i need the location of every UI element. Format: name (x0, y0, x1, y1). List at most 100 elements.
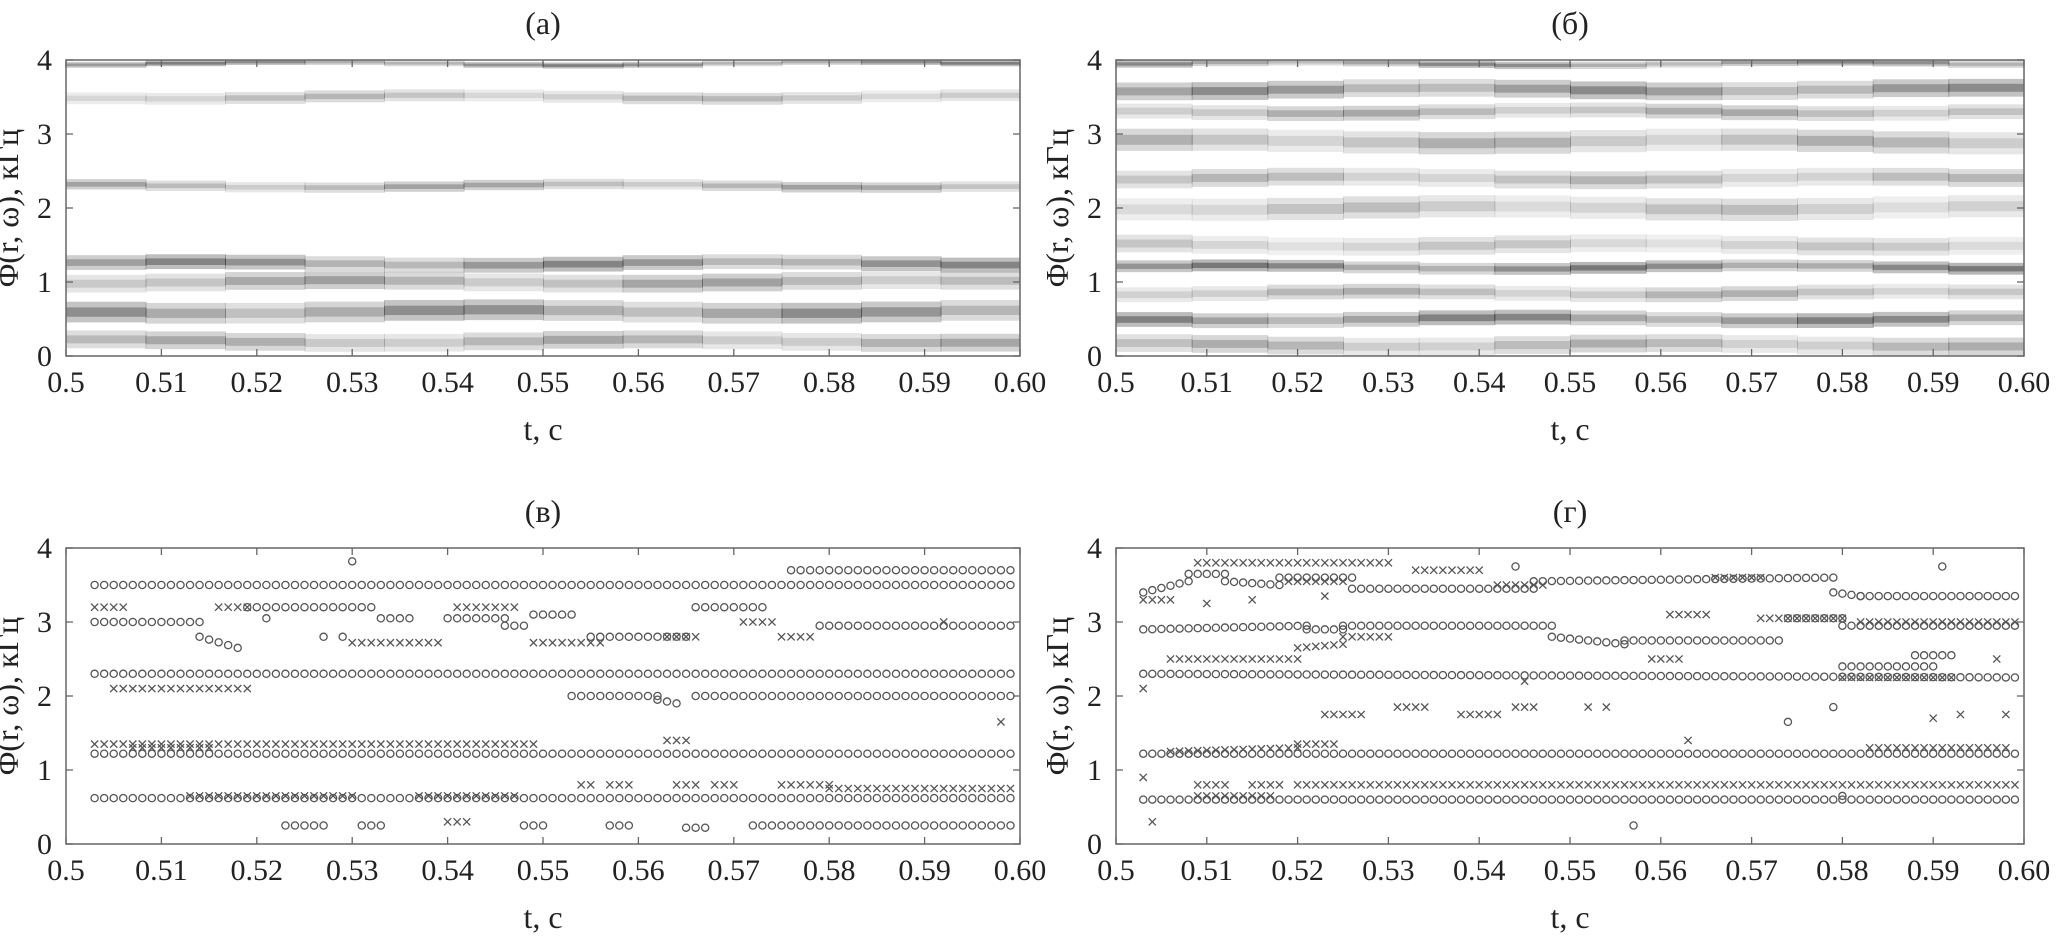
data-point-cross (939, 617, 948, 627)
data-point-circle (1402, 670, 1411, 680)
data-point-cross (319, 740, 328, 749)
heatmap-band-core (861, 60, 942, 64)
data-point-circle (433, 793, 443, 803)
data-point-cross (1293, 577, 1302, 586)
data-point-cross (1783, 780, 1792, 789)
heatmap-band-glow (940, 89, 1020, 102)
data-point-circle (748, 821, 758, 830)
data-point-circle (1928, 749, 1938, 758)
y-tick-label: 0 (37, 340, 52, 373)
data-point-cross (252, 740, 261, 749)
data-point-circle (491, 669, 500, 679)
data-point-cross (90, 603, 99, 612)
heatmap-band-core (66, 95, 147, 101)
data-point-cross (1257, 654, 1266, 664)
data-point-cross (691, 780, 700, 789)
heatmap-band-core (463, 278, 544, 287)
data-point-cross (1493, 710, 1502, 719)
data-point-circle (233, 793, 242, 803)
data-point-cross (1974, 743, 1983, 752)
data-point-cross (577, 780, 586, 789)
heatmap-band-glow (622, 92, 703, 105)
data-point-circle (1838, 621, 1847, 630)
heatmap-band-glow (940, 60, 1020, 67)
data-point-cross (1266, 744, 1275, 753)
data-point-circle (1928, 591, 1938, 601)
data-point-circle (853, 821, 863, 830)
data-point-circle (1574, 795, 1584, 804)
data-point-cross (1974, 617, 1983, 627)
data-point-circle (309, 793, 319, 803)
data-point-circle (1574, 749, 1584, 758)
data-point-circle (1157, 795, 1166, 804)
data-point-circle (90, 669, 99, 679)
data-point-circle (1928, 651, 1938, 660)
data-point-circle (643, 749, 653, 758)
data-point-circle (1774, 574, 1784, 583)
data-point-circle (1947, 651, 1956, 660)
data-point-circle (1765, 672, 1775, 681)
heatmap-band-glow (781, 302, 862, 324)
x-tick-label: 0.56 (1635, 854, 1688, 887)
data-point-circle (252, 793, 262, 803)
data-point-circle (1365, 621, 1375, 630)
data-point-circle (1919, 672, 1929, 682)
data-point-circle (872, 821, 882, 830)
data-point-cross (443, 791, 452, 800)
data-point-circle (1829, 588, 1838, 597)
heatmap-band-core (702, 278, 783, 287)
data-point-circle (405, 749, 414, 758)
data-point-circle (462, 749, 471, 758)
heatmap-band-glow (1948, 60, 2024, 68)
data-point-circle (1502, 749, 1511, 758)
data-point-cross (949, 784, 958, 793)
data-point-circle (328, 580, 338, 590)
data-point-circle (805, 793, 815, 803)
data-point-circle (1602, 638, 1611, 647)
data-point-cross (1883, 780, 1892, 789)
data-point-circle (901, 580, 910, 590)
heatmap-band-glow (225, 254, 306, 270)
data-point-circle (595, 793, 605, 803)
data-point-circle (872, 580, 882, 590)
data-point-circle (1266, 580, 1275, 589)
data-point-circle (1629, 749, 1638, 758)
heatmap-band-glow (463, 273, 544, 292)
data-point-circle (1411, 584, 1420, 593)
heatmap-band-glow (384, 300, 465, 321)
data-point-circle (968, 580, 977, 590)
data-point-cross (100, 603, 109, 612)
data-point-circle (328, 793, 338, 803)
heatmap-band-core (1570, 63, 1647, 67)
data-point-cross (1329, 640, 1338, 649)
data-point-circle (815, 669, 824, 679)
heatmap-band-glow (304, 60, 385, 66)
data-point-circle (1302, 625, 1311, 634)
data-point-circle (471, 793, 481, 803)
heatmap-band-glow (543, 274, 624, 293)
data-point-circle (1756, 672, 1765, 681)
data-point-circle (681, 580, 691, 590)
data-point-cross (1956, 743, 1965, 752)
data-point-cross (453, 603, 462, 612)
data-point-cross (481, 740, 490, 749)
data-point-circle (1983, 795, 1992, 804)
heatmap-band-core (1191, 290, 1269, 297)
heatmap-band-core (622, 182, 703, 187)
data-point-circle (1411, 795, 1420, 804)
data-point-circle (1810, 795, 1820, 804)
data-point-circle (977, 793, 987, 803)
chart-panel-c: (в)0.5 0.51 0.52 0.53 0.54 0.55 0.56 0.57 0.58 0.… (0, 493, 1046, 935)
data-point-circle (1947, 795, 1956, 804)
data-point-circle (424, 793, 433, 803)
data-point-circle (1611, 671, 1620, 681)
heatmap-band-glow (1570, 130, 1647, 153)
data-point-circle (767, 749, 777, 758)
data-point-cross (691, 632, 700, 641)
data-point-circle (1375, 795, 1384, 804)
data-point-circle (1638, 575, 1647, 585)
heatmap-band-core (1116, 87, 1193, 96)
heatmap-band-glow (1343, 79, 1420, 98)
data-point-circle (1856, 672, 1865, 682)
data-point-circle (223, 793, 233, 803)
